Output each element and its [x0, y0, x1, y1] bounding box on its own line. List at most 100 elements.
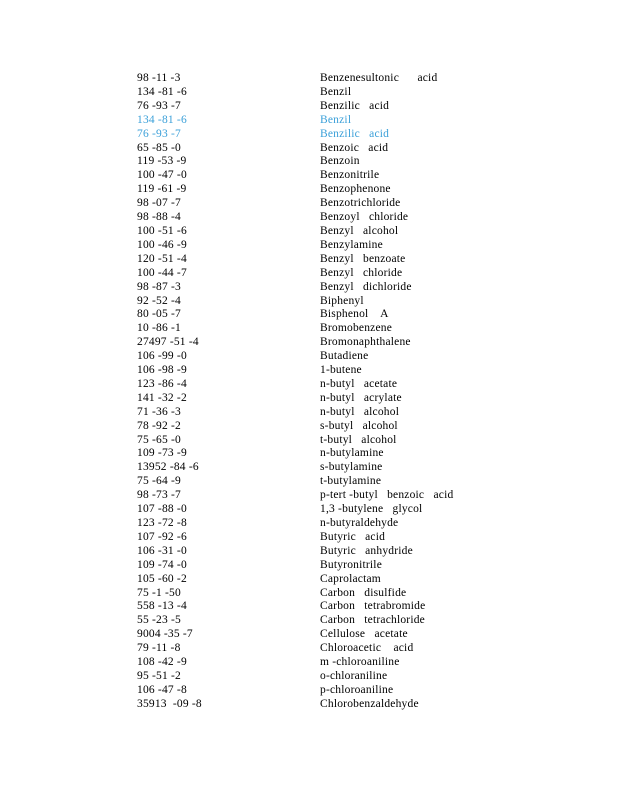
table-row: 106 -47 -8 p-chloroaniline: [137, 684, 453, 698]
cas-number: 98 -88 -4: [137, 211, 181, 224]
table-row: 9004 -35 -7 Cellulose acetate: [137, 628, 453, 642]
table-row: 123 -86 -4 n-butyl acetate: [137, 378, 453, 392]
chemical-name: Benzenesultonic acid: [320, 72, 438, 84]
chemical-name: Benzophenone: [320, 183, 391, 196]
chemical-name: Caprolactam: [320, 572, 381, 585]
chemical-name: Benzyl chloride: [320, 266, 403, 279]
cas-number: 123 -86 -4: [137, 377, 187, 390]
cas-number: 107 -92 -6: [137, 530, 187, 543]
table-row: 119 -53 -9 Benzoin: [137, 155, 453, 169]
chemical-name[interactable]: Benzil: [320, 113, 352, 126]
table-row: 55 -23 -5 Carbon tetrachloride: [137, 614, 453, 628]
table-row: 13952 -84 -6 s-butylamine: [137, 461, 453, 475]
table-row: 98 -07 -7 Benzotrichloride: [137, 197, 453, 211]
chemical-name: Benzyl dichloride: [320, 280, 412, 293]
chemical-name: 1-butene: [320, 364, 362, 377]
chemical-name: Benzylamine: [320, 238, 383, 251]
cas-number: 98 -73 -7: [137, 489, 181, 502]
chemical-name: t-butylamine: [320, 475, 382, 488]
cas-number: 100 -51 -6: [137, 224, 187, 237]
chemical-name: Benzonitrile: [320, 169, 380, 182]
table-row: 10 -86 -1 Bromobenzene: [137, 322, 453, 336]
table-row: 35913 -09 -8 Chlorobenzaldehyde: [137, 698, 453, 712]
cas-number: 75 -1 -50: [137, 586, 181, 599]
cas-number: 80 -05 -7: [137, 308, 181, 321]
cas-number: 98 -87 -3: [137, 280, 181, 293]
chemical-name: Chloroacetic acid: [320, 642, 414, 655]
cas-number: 119 -61 -9: [137, 183, 187, 196]
table-row: 100 -47 -0 Benzonitrile: [137, 169, 453, 183]
table-row: 95 -51 -2 o-chloraniline: [137, 670, 453, 684]
table-row: 107 -92 -6 Butyric acid: [137, 531, 453, 545]
cas-number: 75 -65 -0: [137, 433, 181, 446]
table-row: 100 -44 -7 Benzyl chloride: [137, 267, 453, 281]
table-row: 80 -05 -7 Bisphenol A: [137, 308, 453, 322]
chemical-name: Bromobenzene: [320, 322, 393, 335]
chemical-name: Cellulose acetate: [320, 628, 408, 641]
cas-number: 35913 -09 -8: [137, 697, 202, 710]
cas-number: 95 -51 -2: [137, 669, 181, 682]
cas-number: 106 -99 -0: [137, 350, 187, 363]
table-row: 106 -99 -0 Butadiene: [137, 350, 453, 364]
chemical-name[interactable]: Benzilic acid: [320, 127, 390, 140]
cas-number: 13952 -84 -6: [137, 461, 199, 474]
cas-number: 105 -60 -2: [137, 572, 187, 585]
chemical-name: Benzotrichloride: [320, 197, 401, 210]
cas-number: 27497 -51 -4: [137, 336, 199, 349]
cas-number: 119 -53 -9: [137, 155, 187, 168]
table-row: 134 -81 -6 Benzil: [137, 86, 453, 100]
table-row: 120 -51 -4 Benzyl benzoate: [137, 253, 453, 267]
table-row: 109 -74 -0 Butyronitrile: [137, 559, 453, 573]
cas-number: 9004 -35 -7: [137, 628, 193, 641]
table-row: 100 -46 -9 Benzylamine: [137, 239, 453, 253]
cas-number: 92 -52 -4: [137, 294, 181, 307]
chemical-name: Benzoic acid: [320, 141, 389, 154]
chemical-name: Butyric acid: [320, 530, 386, 543]
chemical-name: Chlorobenzaldehyde: [320, 697, 419, 710]
table-row: 27497 -51 -4 Bromonaphthalene: [137, 336, 453, 350]
chemical-name: n-butyraldehyde: [320, 517, 399, 529]
table-row: 119 -61 -9 Benzophenone: [137, 183, 453, 197]
chemical-name: s-butylamine: [320, 461, 383, 474]
table-row: 75 -65 -0 t-butyl alcohol: [137, 434, 453, 448]
table-row: 75 -1 -50 Carbon disulfide: [137, 587, 453, 601]
table-row: 141 -32 -2 n-butyl acrylate: [137, 392, 453, 406]
table-row: 108 -42 -9 m -chloroaniline: [137, 656, 453, 670]
table-row: 92 -52 -4 Biphenyl: [137, 295, 453, 309]
chemical-name: n-butyl alcohol: [320, 405, 400, 418]
table-row-link[interactable]: 134 -81 -6 Benzil: [137, 114, 453, 128]
table-row-link[interactable]: 76 -93 -7 Benzilic acid: [137, 128, 453, 142]
cas-number: 100 -47 -0: [137, 169, 187, 182]
table-row: 65 -85 -0 Benzoic acid: [137, 142, 453, 156]
chemical-name: Benzyl alcohol: [320, 224, 399, 237]
chemical-name: n-butyl acetate: [320, 377, 398, 390]
table-row: 107 -88 -0 1,3 -butylene glycol: [137, 503, 453, 517]
table-row: 123 -72 -8 n-butyraldehyde: [137, 517, 453, 531]
chemical-name: Carbon disulfide: [320, 586, 407, 599]
chemical-name: m -chloroaniline: [320, 656, 400, 669]
table-row: 76 -93 -7 Benzilic acid: [137, 100, 453, 114]
cas-number[interactable]: 76 -93 -7: [137, 127, 181, 140]
table-row: 75 -64 -9 t-butylamine: [137, 475, 453, 489]
table-row: 98 -88 -4 Benzoyl chloride: [137, 211, 453, 225]
cas-number: 76 -93 -7: [137, 99, 181, 112]
cas-number: 106 -47 -8: [137, 683, 187, 696]
table-row: 98 -11 -3 Benzenesultonic acid: [137, 72, 453, 86]
cas-number: 75 -64 -9: [137, 475, 181, 488]
table-row: 105 -60 -2 Caprolactam: [137, 573, 453, 587]
chemical-name: o-chloraniline: [320, 669, 388, 682]
cas-number: 558 -13 -4: [137, 600, 187, 613]
table-row: 79 -11 -8 Chloroacetic acid: [137, 642, 453, 656]
chemical-name: 1,3 -butylene glycol: [320, 503, 423, 516]
cas-number: 10 -86 -1: [137, 322, 181, 335]
table-row: 71 -36 -3 n-butyl alcohol: [137, 406, 453, 420]
cas-number: 106 -98 -9: [137, 364, 187, 377]
chemical-name: p-tert -butyl benzoic acid: [320, 489, 454, 502]
cas-number: 134 -81 -6: [137, 85, 187, 98]
cas-number[interactable]: 134 -81 -6: [137, 113, 187, 126]
table-row: 558 -13 -4 Carbon tetrabromide: [137, 600, 453, 614]
cas-number: 141 -32 -2: [137, 391, 187, 404]
chemical-name: n-butyl acrylate: [320, 391, 402, 404]
chemical-name: t-butyl alcohol: [320, 433, 397, 446]
chemical-name: Bisphenol A: [320, 308, 389, 321]
